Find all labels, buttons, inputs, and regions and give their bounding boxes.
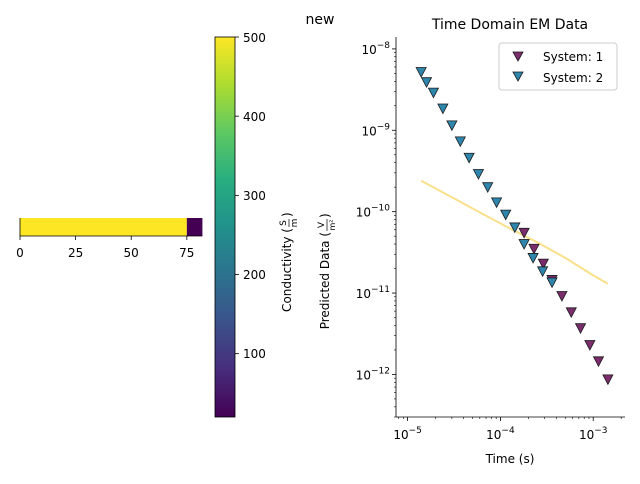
tdem-point-system-1 bbox=[565, 307, 577, 319]
tdem-point-system-2 bbox=[536, 266, 549, 278]
tdem-point-system-1 bbox=[584, 340, 596, 351]
tdem-x-tick-label-2: 10−3 bbox=[579, 426, 608, 442]
colorbar-label: Conductivity ( S m ) bbox=[279, 212, 300, 312]
tdem-point-system-2 bbox=[437, 103, 449, 115]
tdem-points bbox=[415, 67, 614, 386]
colorbar-tick-500: 500 bbox=[243, 31, 266, 45]
tdem-point-system-2 bbox=[415, 67, 427, 78]
legend-label-system-1: System: 1 bbox=[543, 50, 603, 64]
figure-suptitle: new bbox=[306, 12, 335, 28]
tdem-point-system-2 bbox=[427, 87, 440, 99]
tdem-point-system-1 bbox=[537, 258, 549, 270]
tdem-ylabel-den: m² bbox=[328, 220, 337, 231]
tdem-ylabel-prefix: Predicted Data ( bbox=[318, 232, 332, 329]
tdem-point-system-1 bbox=[602, 374, 614, 386]
tdem-point-system-2 bbox=[420, 77, 433, 89]
tdem-ylabel-suffix: ) bbox=[318, 213, 332, 218]
tdem-point-system-1 bbox=[556, 291, 568, 302]
tdem-x-tick-label-0: 10−5 bbox=[393, 426, 422, 442]
colorbar bbox=[214, 36, 236, 418]
tdem-y-tick-label-3: 10−11 bbox=[356, 285, 390, 301]
tdem-y-tick-label-0: 10−8 bbox=[361, 41, 390, 57]
colorbar-label-den: m bbox=[290, 219, 300, 228]
tdem-x-tick-label-1: 10−4 bbox=[486, 426, 515, 442]
tdem-point-system-2 bbox=[490, 197, 503, 209]
tdem-title: Time Domain EM Data bbox=[431, 17, 588, 33]
colorbar-tick-100: 100 bbox=[243, 347, 266, 361]
tdem-point-system-2 bbox=[454, 136, 466, 148]
tdem-point-system-2 bbox=[472, 169, 485, 180]
svg-text:Conductivity (: Conductivity ( bbox=[280, 228, 294, 312]
tdem-point-system-1 bbox=[528, 243, 540, 255]
tdem-y-tick-label-2: 10−10 bbox=[356, 204, 391, 220]
tdem-point-system-2 bbox=[509, 222, 521, 234]
tdem-point-system-2 bbox=[527, 253, 539, 264]
tdem-point-system-1 bbox=[574, 323, 587, 335]
tdem-ylabel: Predicted Data ( V m² ) bbox=[317, 213, 337, 329]
tdem-legend: System: 1 System: 2 bbox=[498, 42, 618, 91]
tdem-point-system-2 bbox=[463, 152, 475, 164]
model-segment-1 bbox=[186, 218, 203, 236]
tdem-ylabel-num: V bbox=[317, 221, 327, 228]
model-x-tick-75: 75 bbox=[179, 246, 194, 260]
tdem-y-tick-label-4: 10−12 bbox=[356, 366, 390, 382]
tdem-axes: 10−5 10−4 10−3 10−8 10−9 10−10 10−11 10−12 bbox=[356, 37, 625, 442]
colorbar-label-prefix: Conductivity ( bbox=[280, 228, 294, 312]
model-x-tick-25: 25 bbox=[68, 246, 83, 260]
colorbar-label-num: S bbox=[279, 220, 289, 226]
legend-frame bbox=[498, 42, 618, 91]
colorbar-tick-300: 300 bbox=[243, 189, 266, 203]
colorbar-label-suffix: ) bbox=[280, 212, 294, 217]
colorbar-ticks bbox=[235, 36, 239, 355]
tdem-xlabel: Time (s) bbox=[485, 452, 535, 466]
tdem-point-system-1 bbox=[518, 227, 530, 239]
model-x-tick-50: 50 bbox=[124, 246, 139, 260]
colorbar-tick-200: 200 bbox=[243, 268, 266, 282]
tdem-point-system-1 bbox=[592, 356, 605, 368]
colorbar-tick-400: 400 bbox=[243, 110, 266, 124]
legend-marker-system-1 bbox=[512, 51, 524, 62]
tdem-point-system-2 bbox=[500, 209, 512, 221]
tdem-y-tick-label-1: 10−9 bbox=[361, 122, 390, 138]
tdem-point-system-2 bbox=[482, 182, 494, 194]
model-segment-0 bbox=[20, 218, 187, 236]
model-x-tick-0: 0 bbox=[16, 246, 24, 260]
tdem-point-system-2 bbox=[546, 277, 558, 289]
legend-marker-system-2 bbox=[512, 71, 524, 82]
tdem-point-system-2 bbox=[446, 120, 458, 132]
model-bar-chart bbox=[19, 218, 203, 240]
legend-label-system-2: System: 2 bbox=[543, 71, 603, 85]
tdem-point-system-2 bbox=[518, 239, 530, 250]
